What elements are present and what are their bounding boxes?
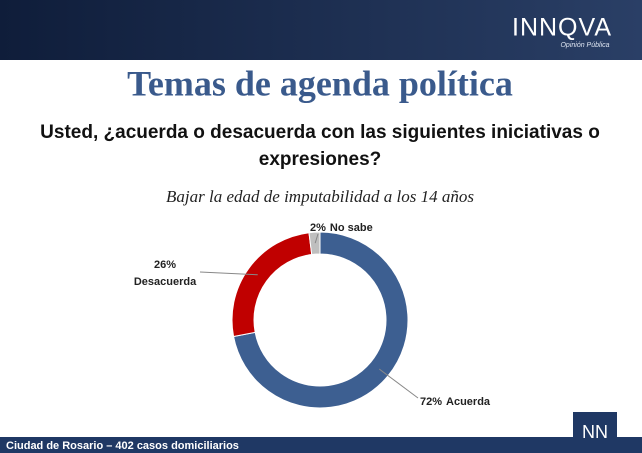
chart-title: Bajar la edad de imputabilidad a los 14 … — [166, 187, 474, 206]
slide-title: Temas de agenda política — [127, 63, 513, 103]
leader-line — [379, 368, 419, 399]
donut: 72% Acuerda 26% Desacuerda 2% No sabe — [134, 222, 491, 409]
leader-line — [314, 233, 319, 244]
value-label: 26% — [154, 259, 176, 271]
footer-text: Ciudad de Rosario – 402 casos domiciliar… — [6, 440, 239, 452]
footer-band — [0, 437, 642, 453]
donut-slice — [232, 231, 409, 409]
category-label: No sabe — [330, 222, 373, 234]
value-label: 2% — [310, 222, 326, 234]
footer-logo: NN — [582, 422, 608, 442]
category-label: Desacuerda — [134, 276, 197, 288]
leader-line — [199, 271, 258, 276]
tagline: Opinión Pública — [560, 42, 609, 49]
footer-logo-box — [573, 412, 617, 453]
data-label: 72% Acuerda — [420, 396, 491, 408]
question-line: Usted, ¿acuerda o desacuerda con las sig… — [40, 122, 600, 143]
category-label: Acuerda — [446, 396, 491, 408]
brand: INNQVA — [512, 14, 612, 42]
data-label: 2% No sabe — [310, 222, 373, 234]
header-band — [0, 0, 642, 60]
question-line: expresiones? — [259, 149, 382, 170]
value-label: 72% — [420, 396, 442, 408]
data-label: 26% Desacuerda — [134, 259, 197, 288]
